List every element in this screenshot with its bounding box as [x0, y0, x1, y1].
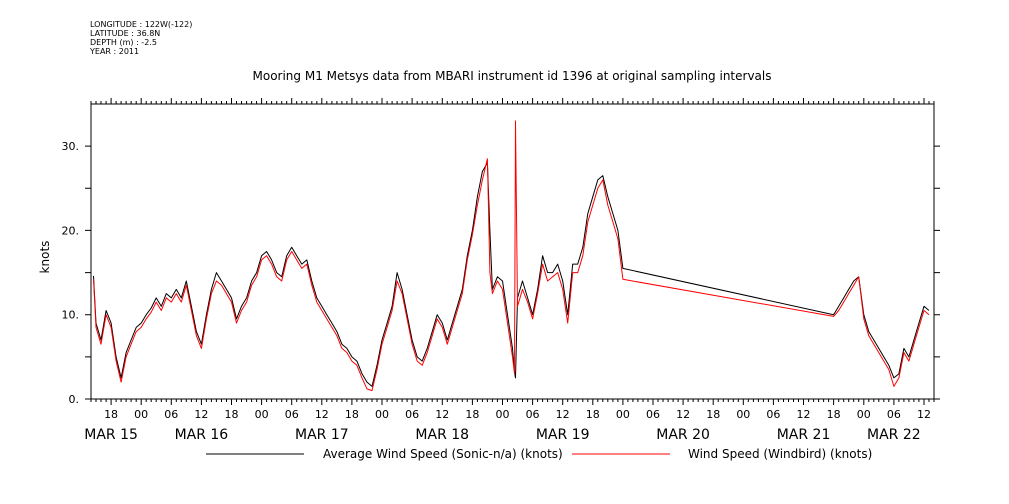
y-tick-label: 20.	[62, 224, 80, 237]
x-hour-tick-label: 06	[766, 408, 780, 421]
x-day-label: MAR 18	[415, 427, 469, 443]
x-day-label: MAR 17	[295, 427, 349, 443]
x-hour-tick-label: 00	[495, 408, 509, 421]
x-hour-tick-label: 18	[827, 408, 841, 421]
x-hour-tick-label: 18	[345, 408, 359, 421]
series-line-average-wind-speed	[93, 162, 930, 387]
x-hour-tick-label: 06	[164, 408, 178, 421]
x-hour-tick-label: 18	[225, 408, 239, 421]
metadata-block: LONGITUDE : 122W(-122) LATITUDE : 36.8N …	[90, 20, 192, 56]
year-label: YEAR : 2011	[90, 47, 140, 56]
x-hour-tick-label: 00	[255, 408, 269, 421]
series-line-windbird-speed	[93, 120, 930, 392]
x-day-label: MAR 15	[84, 427, 138, 443]
x-axis-minor-ticks	[90, 98, 935, 405]
y-tick-label: 30.	[62, 140, 80, 153]
x-hour-tick-label: 06	[285, 408, 299, 421]
x-hour-tick-label: 00	[857, 408, 871, 421]
x-hour-tick-label: 06	[526, 408, 540, 421]
depth-label: DEPTH (m) : -2.5	[90, 38, 157, 47]
x-hour-tick-label: 00	[736, 408, 750, 421]
x-day-label: MAR 16	[175, 427, 229, 443]
x-day-label: MAR 22	[867, 427, 921, 443]
plot-area: 0. 10. 20. 30. 18 00 06 12 18 00 06 12 18 00 06 12 18 00 0…	[62, 98, 940, 443]
x-hour-tick-label: 00	[616, 408, 630, 421]
x-hour-tick-label: 12	[194, 408, 208, 421]
legend-label-windbird-speed: Wind Speed (Windbird) (knots)	[688, 447, 872, 461]
x-hour-tick-label: 12	[556, 408, 570, 421]
x-hour-tick-label: 12	[797, 408, 811, 421]
x-hour-tick-label: 18	[104, 408, 118, 421]
x-hour-tick-label: 00	[375, 408, 389, 421]
x-hour-tick-label: 12	[435, 408, 449, 421]
y-axis-label: knots	[38, 241, 52, 274]
x-hour-tick-label: 06	[405, 408, 419, 421]
x-day-label: MAR 21	[777, 427, 831, 443]
x-hour-tick-label: 18	[586, 408, 600, 421]
x-day-label: MAR 19	[536, 427, 590, 443]
x-hour-tick-label: 18	[706, 408, 720, 421]
x-hour-tick-label: 06	[646, 408, 660, 421]
x-hour-tick-label: 06	[887, 408, 901, 421]
x-hour-tick-label: 12	[917, 408, 931, 421]
y-axis-ticks	[85, 145, 940, 400]
legend: Average Wind Speed (Sonic-n/a) (knots) W…	[206, 447, 872, 461]
x-hour-tick-label: 12	[315, 408, 329, 421]
y-tick-label: 0.	[69, 393, 80, 406]
x-hour-tick-label: 12	[676, 408, 690, 421]
chart-title: Mooring M1 Metsys data from MBARI instru…	[253, 69, 772, 83]
longitude-label: LONGITUDE : 122W(-122)	[90, 20, 193, 29]
latitude-label: LATITUDE : 36.8N	[90, 29, 161, 38]
legend-label-average-wind-speed: Average Wind Speed (Sonic-n/a) (knots)	[323, 447, 563, 461]
x-hour-tick-label: 18	[465, 408, 479, 421]
y-tick-label: 10.	[62, 309, 80, 322]
x-hour-tick-label: 00	[134, 408, 148, 421]
x-day-label: MAR 20	[656, 427, 710, 443]
